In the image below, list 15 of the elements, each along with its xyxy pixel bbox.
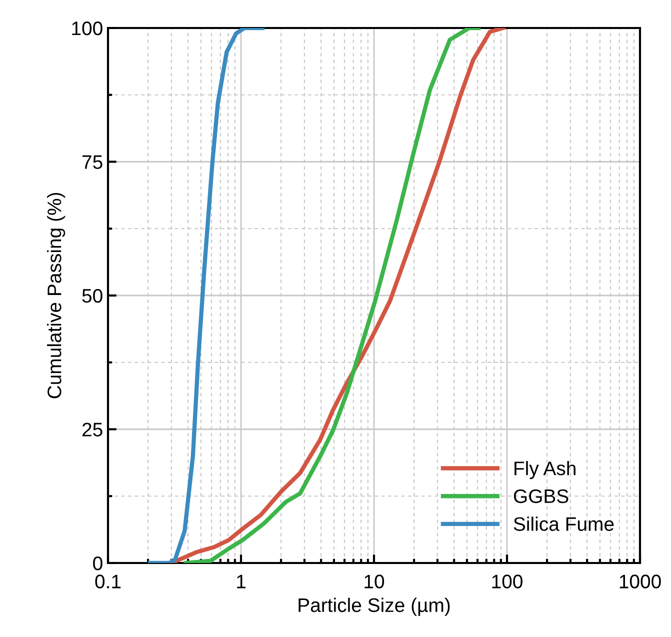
x-tick-label: 0.1 [95, 574, 121, 588]
legend-label: Silica Fume [514, 516, 614, 531]
y-tick-label: 50 [82, 288, 102, 303]
x-tick-label: 100 [492, 574, 522, 588]
y-tick-label: 0 [93, 556, 102, 570]
x-tick-label: 1 [237, 574, 246, 588]
legend-label: GGBS [514, 489, 568, 504]
legend-label: Fly Ash [514, 460, 576, 480]
x-tick-label: 1000 [620, 574, 661, 588]
x-tick-label: 10 [364, 574, 384, 588]
y-tick-label: 75 [82, 155, 102, 169]
y-axis-title: Cumulative Passing (%) [47, 192, 66, 398]
y-tick-label: 25 [82, 422, 102, 436]
y-tick-label: 100 [72, 21, 102, 36]
x-axis-title: Particle Size (µm) [298, 598, 450, 616]
